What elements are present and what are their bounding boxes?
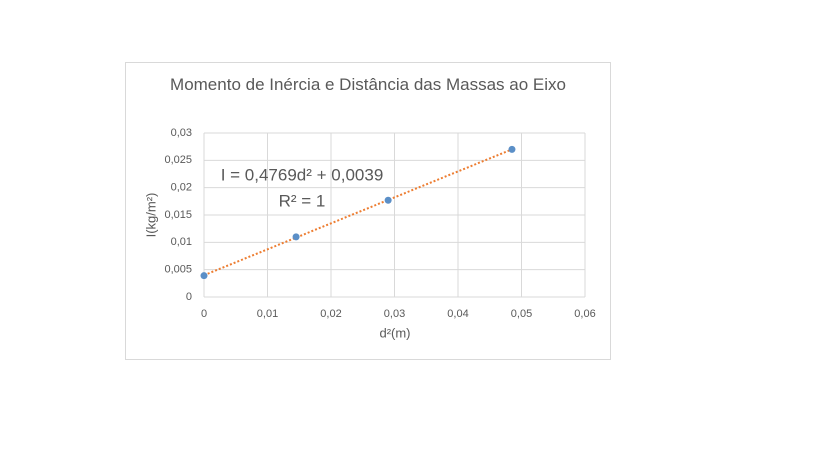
chart-frame — [125, 62, 611, 360]
y-tick-label: 0,03 — [171, 127, 192, 139]
x-tick-label: 0,01 — [257, 308, 278, 320]
trendline-r-squared: R² = 1 — [279, 191, 326, 210]
x-tick-label: 0,05 — [511, 308, 532, 320]
x-tick-label: 0,04 — [447, 308, 468, 320]
x-tick-label: 0,03 — [384, 308, 405, 320]
y-tick-label: 0,005 — [164, 264, 192, 276]
y-axis-label: I(kg/m²) — [143, 193, 158, 238]
x-tick-label: 0,06 — [574, 308, 595, 320]
y-tick-label: 0,01 — [171, 236, 192, 248]
y-tick-label: 0,015 — [164, 209, 192, 221]
x-tick-label: 0 — [201, 308, 207, 320]
y-tick-label: 0,025 — [164, 154, 192, 166]
x-axis-label: d²(m) — [379, 325, 410, 340]
trendline-equation: I = 0,4769d² + 0,0039 — [221, 165, 384, 184]
data-point — [384, 196, 392, 204]
data-point — [200, 272, 208, 280]
y-tick-label: 0 — [186, 291, 192, 303]
y-tick-label: 0,02 — [171, 182, 192, 194]
data-point — [292, 233, 300, 241]
trendline — [203, 148, 513, 277]
x-tick-label: 0,02 — [320, 308, 341, 320]
chart-title: Momento de Inércia e Distância das Massa… — [170, 75, 566, 94]
data-point — [508, 145, 516, 153]
